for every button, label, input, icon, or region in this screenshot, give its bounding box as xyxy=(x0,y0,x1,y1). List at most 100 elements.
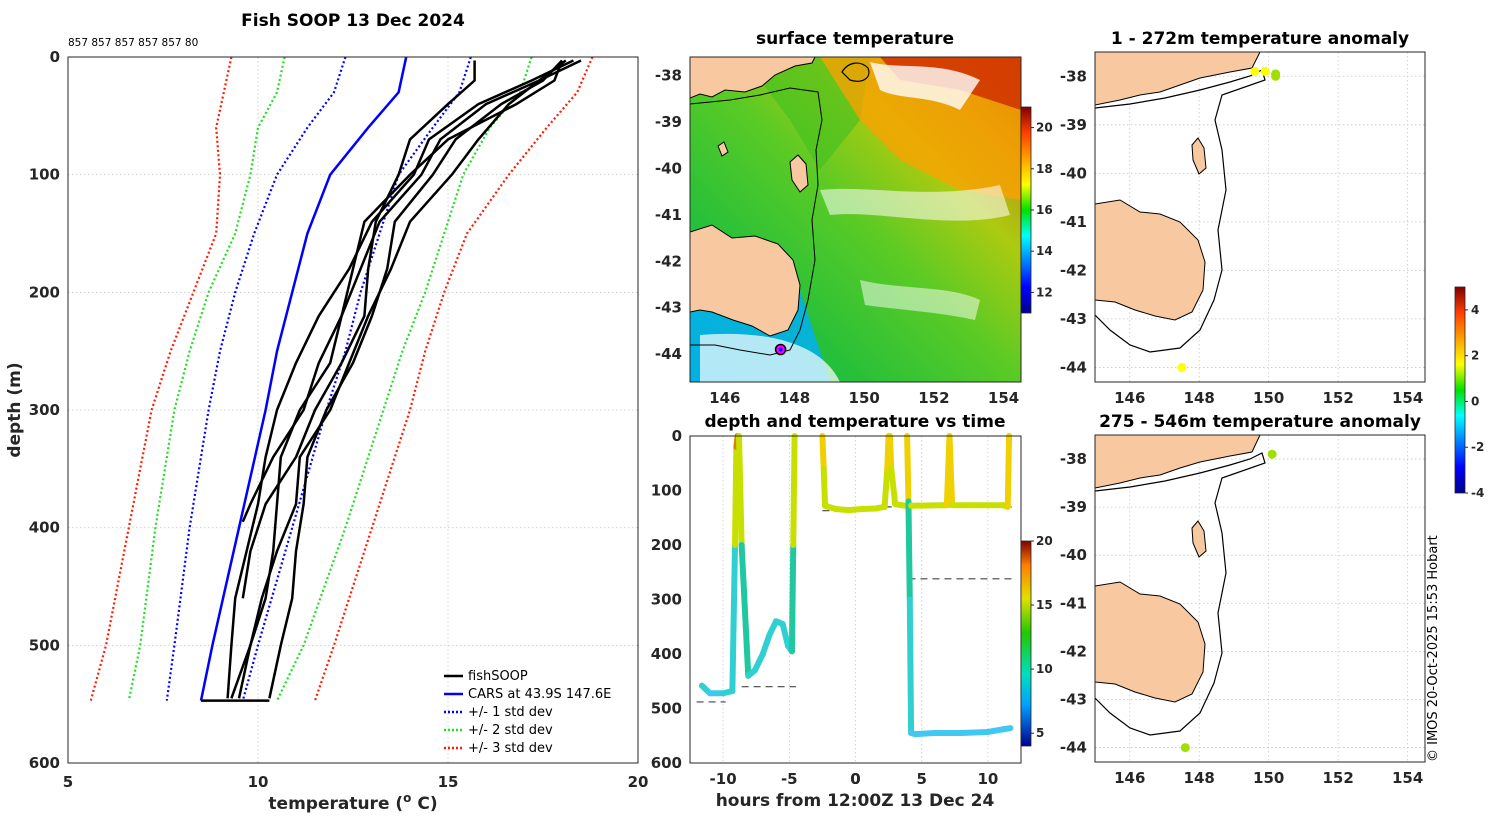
profile-lines xyxy=(89,56,594,702)
sst-map xyxy=(690,57,1021,382)
anom2-map xyxy=(1095,435,1277,753)
anom1-panel: 1 - 272m temperature anomaly 146 148 150 15… xyxy=(1060,29,1426,407)
anom2-ytick--43: -43 xyxy=(1060,690,1087,708)
anom1-ytick--38: -38 xyxy=(1060,67,1087,85)
anom2-point-1 xyxy=(1180,743,1190,753)
sst-panel: surface temperature 146 148 150 152 154 -38 -3… xyxy=(655,29,1053,407)
anom1-ytick--43: -43 xyxy=(1060,310,1087,328)
profile-line-carsminus2 xyxy=(127,56,286,701)
anom-cb-tick--2: -2 xyxy=(1471,440,1484,454)
profile-line-fishsoopminus5 xyxy=(241,60,564,523)
profile-grid xyxy=(68,57,638,763)
ts-xtick-0: 0 xyxy=(850,770,860,788)
anom-colorbar-ticks: 4 2 0 -2 -4 xyxy=(1465,303,1484,500)
profile-xlabel: temperature (o C) xyxy=(268,791,437,814)
anom2-land-tasmania xyxy=(1095,581,1206,703)
ts-cb-tick-15: 15 xyxy=(1036,598,1053,612)
ts-ytick-500: 500 xyxy=(651,700,682,718)
ts-track-4-seg-0 xyxy=(904,433,912,505)
profile-line-carsplus3 xyxy=(313,56,594,701)
anom1-ticks: 146 148 150 152 154 -38 -39 -40 -41 -42 -43 -44 xyxy=(1060,67,1423,407)
ts-xtick-5: 5 xyxy=(916,770,926,788)
anom2-points xyxy=(1180,449,1277,753)
anom1-xtick-148: 148 xyxy=(1184,389,1215,407)
sst-land-mainland xyxy=(690,57,816,99)
sst-title: surface temperature xyxy=(756,29,954,49)
anom1-shelf-contour xyxy=(1095,69,1266,353)
profile-xtick-10: 10 xyxy=(248,773,269,791)
ts-cb-tick-20: 20 xyxy=(1036,534,1053,548)
profile-ytick-500: 500 xyxy=(29,636,60,654)
ts-track-1-seg-7 xyxy=(779,621,791,649)
profile-line-fishsoopminus1 xyxy=(268,59,563,699)
ts-track-2-seg-7 xyxy=(881,465,891,510)
ts-ytick-300: 300 xyxy=(651,591,682,609)
ts-track-3-seg-1 xyxy=(888,465,899,508)
ts-track-4-seg-4 xyxy=(912,730,938,738)
sst-xtick-154: 154 xyxy=(988,389,1019,407)
legend-std2: +/- 2 std dev xyxy=(468,723,553,738)
anom1-point-4 xyxy=(1177,362,1187,372)
ts-track-1-seg-1 xyxy=(738,542,752,679)
profile-title: Fish SOOP 13 Dec 2024 xyxy=(241,11,465,31)
anom1-land-mainland xyxy=(1095,52,1261,106)
anom1-map xyxy=(1095,52,1281,372)
sst-colorbar xyxy=(1020,106,1032,314)
sst-cb-tick-20: 20 xyxy=(1036,121,1053,135)
anom1-point-0 xyxy=(1250,66,1260,76)
anom1-xtick-150: 150 xyxy=(1253,389,1284,407)
ts-track-1-seg-10 xyxy=(790,433,798,548)
anom-colorbar-group: 4 2 0 -2 -4 xyxy=(1454,286,1484,500)
anom-colorbar xyxy=(1454,286,1466,494)
timeseries-colorbar-ticks: 5 10 15 20 xyxy=(1031,534,1053,740)
ts-cb-tick-10: 10 xyxy=(1036,662,1053,676)
timeseries-colorbar xyxy=(1020,540,1032,747)
profile-ylabel: depth (m) xyxy=(5,362,25,457)
anom-cb-tick-4: 4 xyxy=(1471,303,1479,317)
anom2-land-flinders xyxy=(1191,520,1207,558)
copyright-text: © IMOS 20-Oct-2025 15:53 Hobart xyxy=(1426,535,1441,762)
anom2-panel: 275 - 546m temperature anomaly 146 148 150… xyxy=(1060,412,1426,787)
profile-ytick-200: 200 xyxy=(29,283,60,301)
anom2-ytick--41: -41 xyxy=(1060,594,1087,612)
sst-ytick--38: -38 xyxy=(655,67,682,85)
sst-cb-tick-14: 14 xyxy=(1036,244,1053,258)
sst-cb-tick-12: 12 xyxy=(1036,285,1053,299)
sst-cloud-1 xyxy=(870,62,980,110)
profile-line-carsminus1 xyxy=(165,56,347,701)
sst-cb-tick-18: 18 xyxy=(1036,162,1053,176)
sst-cloud-3 xyxy=(700,333,840,382)
anom-cb-tick--4: -4 xyxy=(1471,486,1484,500)
profile-line-fishsoopminus6 xyxy=(230,59,582,699)
timeseries-xlabel: hours from 12:00Z 13 Dec 24 xyxy=(716,791,995,811)
ts-track-2-seg-0 xyxy=(819,433,827,472)
ts-track-4-seg-8 xyxy=(1000,725,1014,733)
sst-ytick--39: -39 xyxy=(655,113,682,131)
anom2-ticks: 146 148 150 152 154 -38 -39 -40 -41 -42 -43 -44 xyxy=(1060,450,1423,787)
anom1-title: 1 - 272m temperature anomaly xyxy=(1111,29,1409,49)
anom2-title: 275 - 546m temperature anomaly xyxy=(1099,412,1421,432)
anom1-ytick--40: -40 xyxy=(1060,164,1087,182)
ts-track-4-seg-6 xyxy=(958,728,991,737)
anom2-land-mainland xyxy=(1095,435,1261,489)
ts-track-4-seg-2 xyxy=(906,596,915,737)
legend-fishsoop: fishSOOP xyxy=(468,669,528,684)
anom2-ytick--39: -39 xyxy=(1060,498,1087,516)
ts-track-1-seg-0 xyxy=(735,433,745,548)
ts-track-1-seg-4 xyxy=(759,631,773,657)
anom1-land-tasmania xyxy=(1095,199,1206,321)
ts-track-1-seg-3 xyxy=(751,651,766,674)
sst-land-flinders xyxy=(789,154,809,193)
probe-ids: 857 857 857 857 857 80 xyxy=(68,37,198,49)
anom2-xtick-150: 150 xyxy=(1253,769,1284,787)
ts-cb-tick-5: 5 xyxy=(1036,726,1044,740)
anom1-point-3 xyxy=(1271,69,1281,79)
sst-land-tasmania xyxy=(690,224,801,337)
anom2-shelf-contour xyxy=(1095,452,1266,736)
ts-xtick--10: -10 xyxy=(710,770,737,788)
profile-ytick-100: 100 xyxy=(29,166,60,184)
sst-ytick--44: -44 xyxy=(655,345,682,363)
legend-std3: +/- 3 std dev xyxy=(468,741,553,756)
ts-ytick-0: 0 xyxy=(672,427,682,445)
profile-xtick-20: 20 xyxy=(628,773,649,791)
